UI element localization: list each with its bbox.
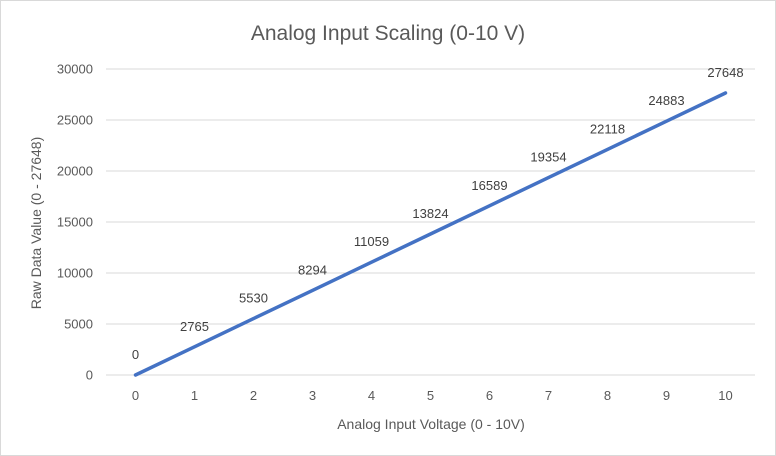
x-tick-label: 4 xyxy=(368,388,375,403)
data-label: 5530 xyxy=(239,291,268,306)
x-tick-label: 1 xyxy=(191,388,198,403)
x-axis-label: Analog Input Voltage (0 - 10V) xyxy=(337,416,525,432)
data-label: 0 xyxy=(132,347,139,362)
y-tick-label: 25000 xyxy=(57,113,93,128)
data-label: 11059 xyxy=(354,234,389,249)
x-tick-label: 5 xyxy=(427,388,434,403)
x-axis-ticks: 0 1 2 3 4 5 6 7 8 9 10 xyxy=(132,388,733,403)
x-tick-label: 3 xyxy=(309,388,316,403)
y-tick-label: 15000 xyxy=(57,215,93,230)
y-tick-label: 20000 xyxy=(57,164,93,179)
data-label: 13824 xyxy=(412,206,448,221)
data-label: 24883 xyxy=(648,93,684,108)
y-tick-label: 5000 xyxy=(64,317,93,332)
data-label: 8294 xyxy=(298,262,327,277)
gridlines xyxy=(106,68,755,325)
data-label: 19354 xyxy=(530,150,566,165)
series-line xyxy=(133,91,728,377)
x-tick-label: 10 xyxy=(718,388,732,403)
x-tick-label: 8 xyxy=(604,388,611,403)
data-label: 2765 xyxy=(180,319,209,334)
y-axis-ticks: 0 5000 10000 15000 20000 25000 30000 xyxy=(57,62,93,383)
x-tick-label: 2 xyxy=(250,388,257,403)
y-tick-label: 30000 xyxy=(57,62,93,77)
data-labels: 0 2765 5530 8294 11059 13824 16589 19354 22118 24… xyxy=(132,65,744,362)
y-axis-label: Raw Data Value (0 - 27648) xyxy=(28,137,44,310)
data-label: 16589 xyxy=(471,178,507,193)
x-tick-label: 6 xyxy=(486,388,493,403)
data-label: 22118 xyxy=(590,121,625,136)
x-tick-label: 9 xyxy=(663,388,670,403)
y-tick-label: 10000 xyxy=(57,266,93,281)
data-label: 27648 xyxy=(707,65,743,80)
y-tick-label: 0 xyxy=(86,368,93,383)
x-tick-label: 7 xyxy=(545,388,552,403)
x-tick-label: 0 xyxy=(132,388,139,403)
chart-title: Analog Input Scaling (0-10 V) xyxy=(251,22,525,45)
